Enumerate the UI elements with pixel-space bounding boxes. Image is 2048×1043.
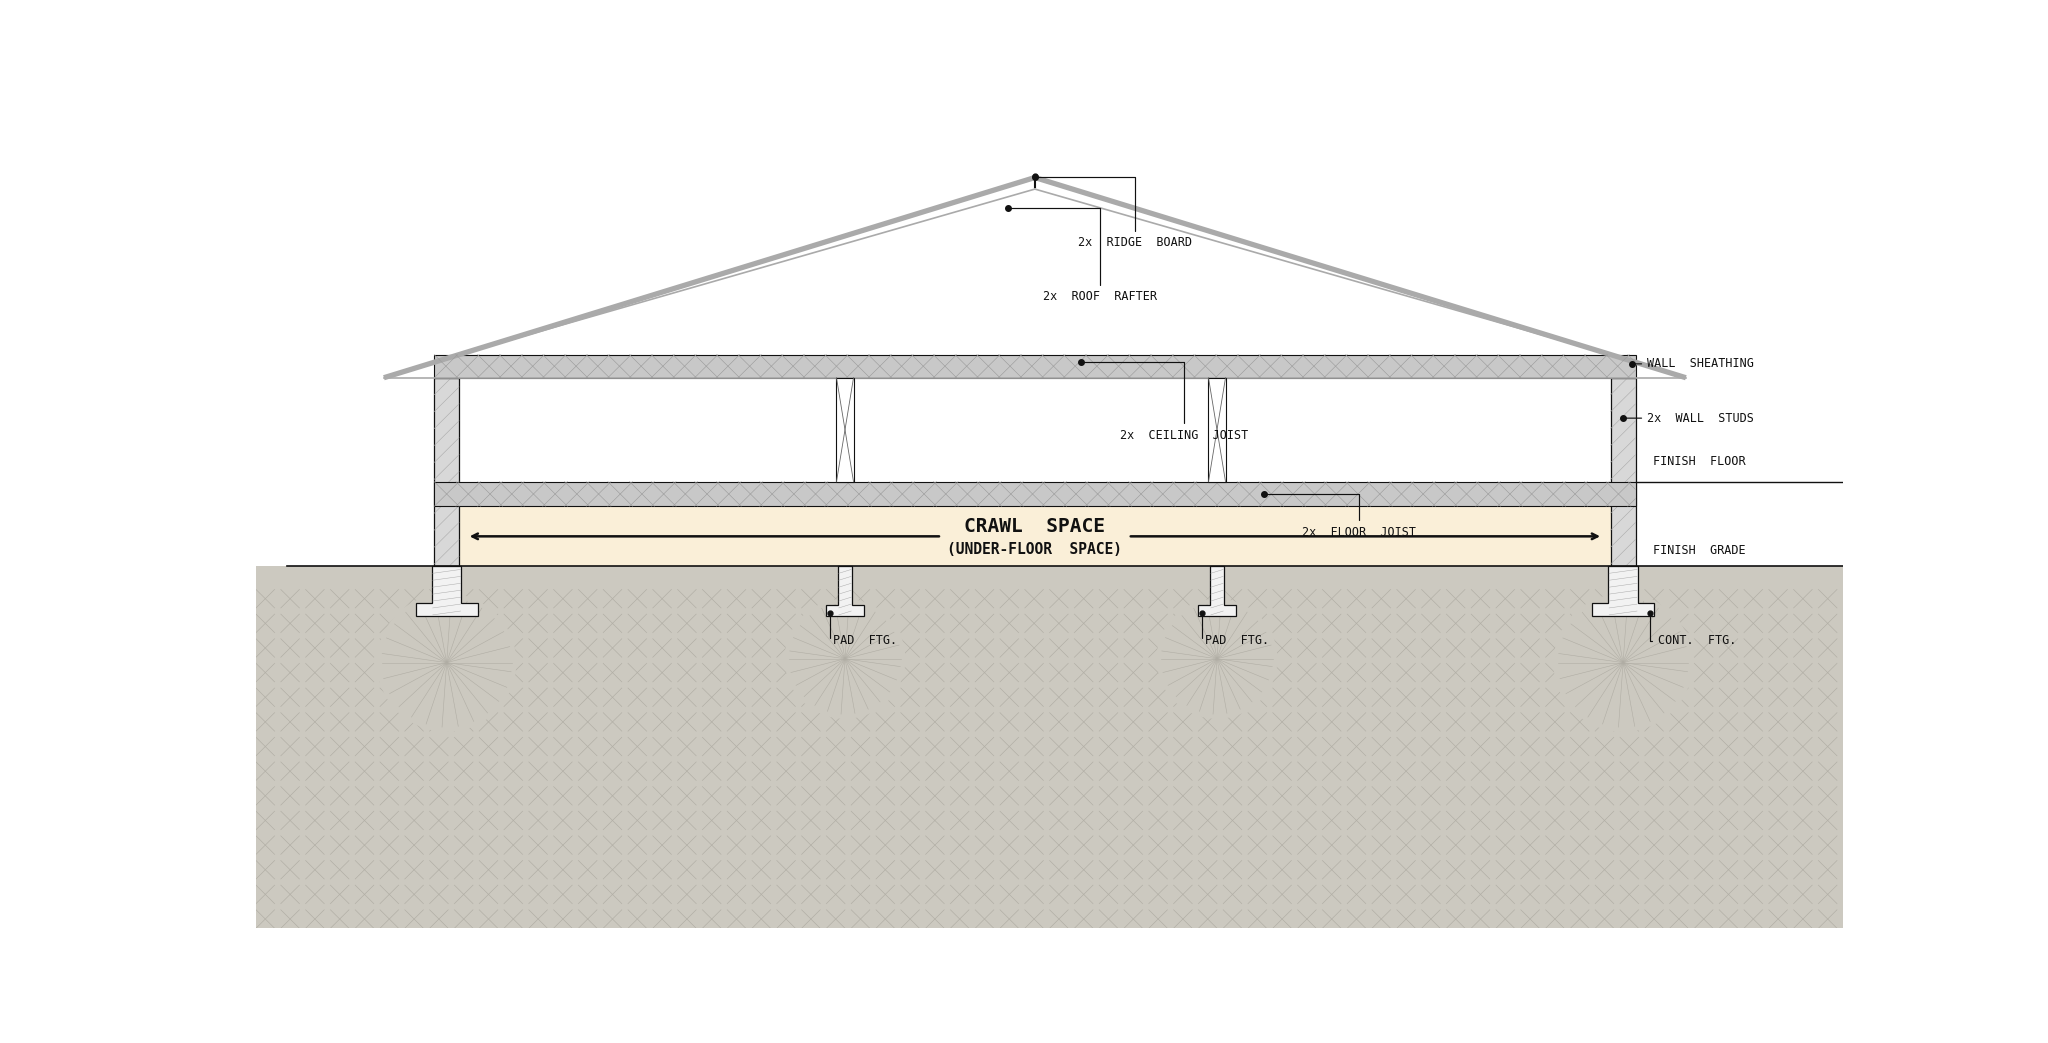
Polygon shape [1610,378,1636,566]
Polygon shape [434,482,1636,506]
Circle shape [1157,599,1278,719]
Text: FINISH  FLOOR: FINISH FLOOR [1653,455,1745,468]
Polygon shape [459,506,1610,566]
Polygon shape [434,355,1636,378]
Text: 2x  WALL  STUDS: 2x WALL STUDS [1626,412,1753,425]
Text: 2x  FLOOR  JOIST: 2x FLOOR JOIST [1266,494,1417,539]
Text: (UNDER-FLOOR  SPACE): (UNDER-FLOOR SPACE) [948,542,1122,557]
Polygon shape [827,566,864,616]
Polygon shape [1198,566,1235,616]
Text: CONT.  FTG.: CONT. FTG. [1651,615,1737,647]
Text: CRAWL  SPACE: CRAWL SPACE [965,517,1106,536]
Polygon shape [434,378,459,566]
Text: FINISH  GRADE: FINISH GRADE [1653,544,1745,557]
Polygon shape [836,378,854,482]
Circle shape [1552,593,1694,732]
Text: WALL  SHEATHING: WALL SHEATHING [1634,358,1753,370]
Text: 2x  RIDGE  BOARD: 2x RIDGE BOARD [1038,176,1192,249]
Text: PAD  FTG.: PAD FTG. [1202,615,1270,647]
Text: 2x  ROOF  RAFTER: 2x ROOF RAFTER [1010,209,1157,304]
Circle shape [377,593,516,732]
Polygon shape [256,566,1843,928]
Text: PAD  FTG.: PAD FTG. [829,615,897,647]
Polygon shape [416,566,477,616]
Circle shape [784,599,905,719]
Text: 2x  CEILING  JOIST: 2x CEILING JOIST [1083,362,1249,442]
Polygon shape [1591,566,1655,616]
Polygon shape [1208,378,1225,482]
